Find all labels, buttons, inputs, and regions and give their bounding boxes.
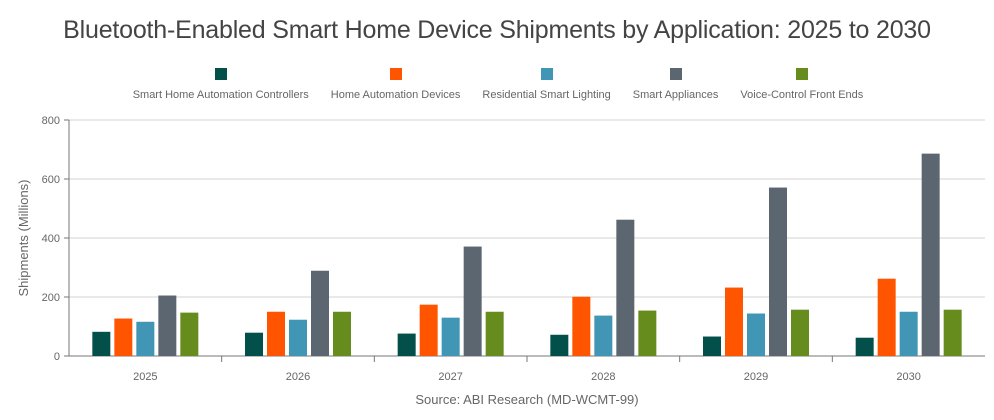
bar-residential-smart-lighting-2030 [899, 311, 918, 356]
legend-label: Smart Home Automation Controllers [132, 89, 309, 101]
y-axis-label: Shipments (Millions) [16, 179, 31, 296]
bar-home-automation-devices-2029 [725, 287, 743, 356]
legend-swatch [540, 68, 553, 80]
legend-swatch [669, 68, 682, 80]
legend-label: Smart Appliances [632, 89, 719, 101]
x-tick-label: 2029 [744, 371, 768, 383]
bar-smart-appliances-2026 [311, 270, 329, 356]
legend-swatch [389, 68, 402, 80]
x-tick-label: 2025 [133, 371, 157, 383]
legend: Smart Home Automation Controllers Home Au… [0, 68, 994, 101]
x-tick-label: 2030 [896, 371, 920, 383]
legend-item[interactable]: Residential Smart Lighting [482, 68, 611, 101]
bar-voice-control-front-ends-2028 [638, 310, 657, 356]
legend-item[interactable]: Smart Appliances [632, 68, 719, 101]
bar-voice-control-front-ends-2027 [485, 311, 504, 356]
bar-smart-home-automation-controllers-2026 [245, 332, 263, 356]
x-tick-label: 2028 [591, 371, 615, 383]
chart-title: Bluetooth-Enabled Smart Home Device Ship… [63, 16, 931, 44]
x-tick-label: 2026 [286, 371, 310, 383]
y-tick-label: 0 [54, 351, 60, 363]
y-tick-label: 600 [42, 174, 60, 186]
bar-smart-appliances-2025 [158, 295, 177, 356]
bar-home-automation-devices-2025 [114, 318, 133, 356]
bar-residential-smart-lighting-2027 [441, 317, 460, 356]
y-tick-label: 200 [42, 292, 60, 304]
y-tick-label: 400 [42, 233, 60, 245]
source-label: Source: ABI Research (MD-WCMT-99) [415, 392, 638, 407]
bar-smart-appliances-2028 [616, 219, 635, 356]
bar-smart-appliances-2027 [463, 246, 482, 356]
bar-smart-home-automation-controllers-2030 [855, 337, 874, 356]
legend-item[interactable]: Home Automation Devices [330, 68, 461, 101]
x-tick-label: 2027 [438, 371, 462, 383]
legend-label: Home Automation Devices [330, 89, 461, 101]
legend-item[interactable]: Smart Home Automation Controllers [133, 68, 309, 101]
bar-smart-home-automation-controllers-2025 [92, 331, 111, 356]
bar-home-automation-devices-2026 [267, 311, 285, 356]
bar-residential-smart-lighting-2028 [594, 315, 613, 356]
bar-smart-home-automation-controllers-2029 [703, 336, 721, 356]
bar-home-automation-devices-2030 [877, 278, 896, 356]
legend-label: Voice-Control Front Ends [740, 89, 864, 101]
bar-voice-control-front-ends-2030 [943, 309, 962, 356]
bar-home-automation-devices-2027 [419, 304, 438, 356]
bar-voice-control-front-ends-2029 [791, 309, 809, 356]
bar-voice-control-front-ends-2025 [180, 312, 199, 356]
bar-residential-smart-lighting-2026 [289, 319, 307, 356]
bar-smart-home-automation-controllers-2027 [397, 333, 416, 356]
bar-residential-smart-lighting-2025 [136, 321, 155, 356]
bar-smart-appliances-2029 [769, 187, 787, 356]
y-tick-label: 800 [42, 115, 60, 127]
legend-swatch [214, 68, 227, 80]
bar-smart-appliances-2030 [921, 153, 940, 356]
legend-item[interactable]: Voice-Control Front Ends [740, 68, 863, 101]
bar-smart-home-automation-controllers-2028 [550, 334, 569, 356]
bar-residential-smart-lighting-2029 [747, 313, 765, 356]
bar-voice-control-front-ends-2026 [333, 311, 351, 356]
legend-swatch [795, 68, 808, 80]
bar-home-automation-devices-2028 [572, 296, 591, 356]
legend-label: Residential Smart Lighting [482, 89, 611, 101]
